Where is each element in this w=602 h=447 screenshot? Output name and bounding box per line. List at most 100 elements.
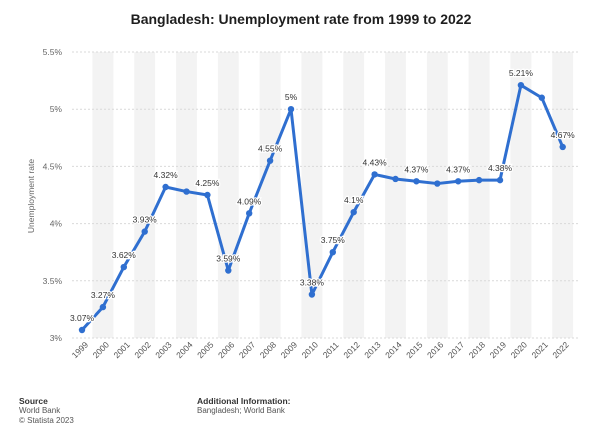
data-point: [371, 171, 378, 178]
data-label: 4.37%: [446, 164, 471, 174]
x-tick-label: 2005: [195, 339, 216, 360]
data-label: 5.21%: [509, 68, 534, 78]
x-tick-label: 2013: [362, 339, 383, 360]
additional-info-line: Bangladesh; World Bank: [197, 406, 285, 415]
data-point: [78, 326, 86, 334]
data-points: [78, 81, 566, 334]
x-tick-label: 2015: [404, 339, 425, 360]
background-band: [510, 52, 532, 338]
y-tick-label: 5%: [50, 104, 63, 114]
series-line: [80, 83, 565, 332]
data-point: [455, 178, 462, 185]
copyright-line: © Statista 2023: [19, 416, 74, 425]
background-band: [134, 52, 156, 338]
additional-info-block: Additional Information: Bangladesh; Worl…: [197, 396, 291, 416]
y-tick-label: 3.5%: [43, 276, 63, 286]
data-point: [246, 210, 253, 217]
data-point: [392, 175, 399, 183]
data-point: [141, 228, 148, 235]
x-tick-label: 2010: [300, 339, 321, 360]
data-point: [517, 81, 525, 89]
background-band: [468, 52, 490, 338]
y-axis-ticks: 3% 3.5% 4% 4.5% 5% 5.5%: [43, 47, 63, 343]
data-label: 4.67%: [551, 130, 576, 140]
data-point: [204, 191, 211, 199]
background-bands: [92, 52, 574, 338]
data-point: [183, 188, 190, 195]
data-label: 3.62%: [112, 250, 137, 260]
x-tick-label: 2020: [509, 339, 530, 360]
background-band: [176, 52, 197, 338]
data-label: 3.75%: [321, 235, 346, 245]
y-axis-label: Unemployment rate: [26, 159, 36, 233]
background-band: [92, 52, 114, 338]
x-tick-label: 2008: [258, 339, 279, 360]
x-tick-label: 2003: [153, 339, 174, 360]
x-tick-label: 2011: [321, 340, 341, 360]
x-tick-label: 2017: [446, 339, 467, 360]
data-label: 4.55%: [258, 144, 283, 154]
background-band: [385, 52, 406, 338]
data-label: 4.1%: [344, 195, 364, 205]
x-tick-label: 2002: [132, 339, 153, 360]
data-label: 4.25%: [195, 178, 220, 188]
data-point: [559, 143, 566, 151]
x-tick-label: 2004: [174, 339, 195, 360]
background-band: [552, 52, 574, 338]
x-tick-label: 2021: [529, 339, 550, 360]
x-axis-ticks: 1999 2000 2001 2002 2003 2004 2005 2006 2007 2008…: [70, 339, 571, 360]
data-label: 4.32%: [154, 170, 179, 180]
y-tick-label: 4%: [50, 219, 63, 229]
y-tick-label: 4.5%: [43, 161, 63, 171]
data-label: 4.09%: [237, 196, 262, 206]
data-label: 3.27%: [91, 290, 116, 300]
chart-title: Bangladesh: Unemployment rate from 1999 …: [130, 11, 472, 27]
x-tick-label: 2014: [383, 339, 404, 360]
data-point: [496, 176, 504, 184]
data-point: [413, 178, 420, 185]
gridlines: [72, 51, 580, 339]
background-band: [426, 52, 448, 338]
data-label: 4.37%: [404, 164, 429, 174]
data-point: [99, 303, 107, 311]
data-point: [162, 183, 169, 191]
data-label: 3.38%: [300, 278, 325, 288]
background-band: [217, 52, 239, 338]
data-point: [350, 208, 357, 216]
data-point: [287, 106, 295, 113]
x-tick-label: 2016: [425, 339, 446, 360]
data-labels: 3.07% 3.27% 3.62% 3.93% 4.32% 4.25% 3.59% 4.09%…: [69, 67, 577, 324]
x-tick-label: 2012: [341, 339, 362, 360]
source-block: Source World Bank © Statista 2023: [19, 396, 74, 426]
x-tick-label: 2009: [279, 339, 300, 360]
data-point: [434, 180, 441, 187]
data-point: [266, 157, 274, 164]
y-tick-label: 3%: [50, 333, 63, 343]
data-point: [308, 291, 316, 298]
x-tick-label: 2018: [467, 339, 488, 360]
background-band: [343, 52, 365, 338]
x-tick-label: 2000: [91, 339, 112, 360]
data-label: 3.93%: [133, 215, 158, 225]
data-point: [329, 249, 336, 256]
x-tick-label: 2022: [550, 339, 571, 360]
data-label: 3.59%: [216, 254, 241, 264]
data-point: [225, 267, 232, 274]
x-tick-label: 1999: [70, 339, 91, 360]
x-tick-label: 2001: [111, 339, 132, 360]
source-heading: Source: [19, 396, 48, 406]
data-point: [120, 263, 128, 271]
data-label: 4.43%: [363, 157, 388, 167]
data-label: 3.07%: [70, 313, 95, 323]
background-band: [301, 52, 323, 338]
data-label: 5%: [285, 92, 298, 102]
x-tick-label: 2006: [216, 339, 237, 360]
source-line: World Bank: [19, 406, 61, 415]
y-tick-label: 5.5%: [43, 47, 63, 57]
data-label: 4.38%: [488, 163, 513, 173]
additional-info-heading: Additional Information:: [197, 396, 291, 406]
data-point: [538, 94, 545, 101]
background-band: [259, 52, 281, 338]
x-tick-label: 2019: [488, 339, 509, 360]
